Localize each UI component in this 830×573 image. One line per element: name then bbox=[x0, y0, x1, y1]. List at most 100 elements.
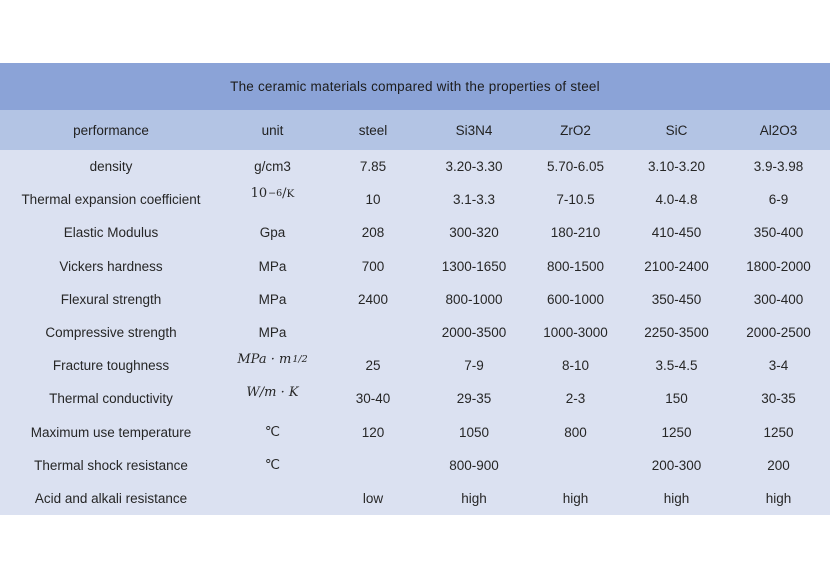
value-cell: 2-3 bbox=[565, 391, 586, 407]
unit-small-cap: K bbox=[286, 187, 295, 200]
value-cell: 2000-2500 bbox=[746, 325, 811, 341]
performance-cell: Vickers hardness bbox=[59, 258, 163, 274]
value-cell: 6-9 bbox=[768, 192, 789, 208]
value-cell: 208 bbox=[361, 225, 385, 241]
value-cell: 3.5-4.5 bbox=[655, 358, 698, 374]
value-cell: 700 bbox=[361, 258, 385, 274]
table-title: The ceramic materials compared with the … bbox=[0, 63, 830, 110]
value-cell: 600-1000 bbox=[546, 291, 605, 307]
column-header: Al2O3 bbox=[759, 122, 798, 138]
table-row: Thermal expansion coefficient 10 −6/K 10 3.1… bbox=[0, 183, 830, 216]
value-cell bbox=[525, 449, 626, 482]
performance-cell: Acid and alkali resistance bbox=[34, 490, 188, 506]
value-cell: 350-400 bbox=[753, 225, 804, 241]
value-cell: 1050 bbox=[458, 424, 490, 440]
value-cell: 3.10-3.20 bbox=[647, 159, 706, 175]
unit-cell bbox=[222, 482, 323, 515]
value-cell: 2100-2400 bbox=[644, 258, 709, 274]
performance-cell: Thermal conductivity bbox=[49, 391, 173, 407]
value-cell: 8-10 bbox=[561, 358, 590, 374]
value-cell: 2250-3500 bbox=[644, 325, 709, 341]
column-header: SiC bbox=[665, 122, 688, 138]
performance-cell: Fracture toughness bbox=[52, 358, 170, 374]
value-cell: 3.20-3.30 bbox=[445, 159, 503, 175]
performance-cell: Thermal expansion coefficient bbox=[21, 192, 201, 208]
value-cell: 200-300 bbox=[651, 457, 702, 473]
column-header: performance bbox=[73, 122, 149, 138]
unit-cell: W/m · K bbox=[246, 385, 299, 401]
materials-comparison-table: The ceramic materials compared with the … bbox=[0, 63, 830, 515]
table-row: Elastic Modulus Gpa 208 300-320 180-210 410-4… bbox=[0, 216, 830, 249]
column-header: Si3N4 bbox=[455, 122, 493, 138]
value-cell: high bbox=[765, 490, 792, 506]
value-cell: 1800-2000 bbox=[746, 258, 811, 274]
value-cell: 180-210 bbox=[550, 225, 601, 241]
performance-cell: density bbox=[89, 159, 133, 175]
value-cell: 800-900 bbox=[449, 457, 499, 473]
table-row: density g/cm3 7.85 3.20-3.30 5.70-6.05 3.10-3… bbox=[0, 150, 830, 183]
value-cell: 410-450 bbox=[651, 225, 702, 241]
value-cell: 3.9-3.98 bbox=[753, 159, 804, 175]
value-cell: 200 bbox=[767, 457, 790, 473]
performance-cell: Compressive strength bbox=[45, 325, 177, 341]
performance-cell: Thermal shock resistance bbox=[34, 457, 188, 473]
performance-cell: Elastic Modulus bbox=[63, 225, 159, 241]
table-row: Vickers hardness MPa 700 1300-1650 800-1500 2… bbox=[0, 250, 830, 283]
table-row: Thermal shock resistance ℃ 800-900 200-300 2… bbox=[0, 449, 830, 482]
value-cell bbox=[323, 316, 423, 349]
value-cell: 800-1500 bbox=[546, 258, 605, 274]
value-cell: 2000-3500 bbox=[441, 325, 507, 341]
value-cell: 1250 bbox=[661, 424, 692, 440]
value-cell: high bbox=[663, 490, 690, 506]
table-row: Flexural strength MPa 2400 800-1000 600-1000… bbox=[0, 283, 830, 316]
value-cell: low bbox=[362, 490, 384, 506]
value-cell: 800-1000 bbox=[445, 291, 503, 307]
value-cell: 30-40 bbox=[355, 391, 391, 407]
unit-cell: ℃ bbox=[264, 424, 281, 440]
value-cell: 1000-3000 bbox=[543, 325, 608, 341]
value-cell: 10 bbox=[365, 192, 381, 208]
value-cell: 1300-1650 bbox=[441, 258, 507, 274]
table-row: Acid and alkali resistance low high high hig… bbox=[0, 482, 830, 515]
value-cell: 350-450 bbox=[651, 291, 702, 307]
value-cell: 3-4 bbox=[768, 358, 789, 374]
table-row: Maximum use temperature ℃ 120 1050 800 1250 12… bbox=[0, 416, 830, 449]
value-cell: 3.1-3.3 bbox=[452, 192, 496, 208]
unit-cell: ℃ bbox=[264, 457, 281, 473]
unit-cell: g/cm3 bbox=[254, 159, 291, 175]
table-body: density g/cm3 7.85 3.20-3.30 5.70-6.05 3.10-3… bbox=[0, 150, 830, 515]
value-cell: 2400 bbox=[357, 291, 389, 307]
value-cell: 4.0-4.8 bbox=[655, 192, 698, 208]
column-header: unit bbox=[261, 122, 284, 138]
table-header-row: performance unit steel Si3N4 ZrO2 SiC Al2O3 bbox=[0, 110, 830, 150]
value-cell: 120 bbox=[361, 424, 385, 440]
value-cell: high bbox=[562, 490, 589, 506]
unit-cell: Gpa bbox=[259, 225, 286, 241]
value-cell: 29-35 bbox=[456, 391, 492, 407]
value-cell: 25 bbox=[365, 358, 381, 374]
table-row: Compressive strength MPa 2000-3500 1000-300… bbox=[0, 316, 830, 349]
unit-cell: 10 −6/K bbox=[250, 186, 295, 202]
unit-cell: MPa bbox=[258, 258, 287, 274]
value-cell: 150 bbox=[665, 391, 688, 407]
value-cell: 7-9 bbox=[464, 358, 484, 374]
value-cell: 5.70-6.05 bbox=[546, 159, 605, 175]
performance-cell: Flexural strength bbox=[60, 291, 162, 307]
value-cell: 800 bbox=[564, 424, 587, 440]
value-cell: 7.85 bbox=[359, 159, 387, 175]
unit-cell: MPa · m 1/2 bbox=[237, 352, 308, 368]
value-cell bbox=[323, 449, 423, 482]
value-cell: 30-35 bbox=[761, 391, 796, 407]
column-header: steel bbox=[358, 122, 388, 138]
unit-cell: MPa bbox=[258, 325, 287, 341]
value-cell: 300-400 bbox=[753, 291, 804, 307]
value-cell: 7-10.5 bbox=[556, 192, 595, 208]
value-cell: high bbox=[461, 490, 487, 506]
unit-cell: MPa bbox=[258, 291, 287, 307]
column-header: ZrO2 bbox=[560, 122, 591, 138]
table-row: Thermal conductivity W/m · K 30-40 29-35 2-3… bbox=[0, 382, 830, 415]
table-row: Fracture toughness MPa · m 1/2 25 7-9 8-10 3.5… bbox=[0, 349, 830, 382]
value-cell: 1250 bbox=[763, 424, 794, 440]
value-cell: 300-320 bbox=[449, 225, 499, 241]
performance-cell: Maximum use temperature bbox=[30, 424, 192, 440]
